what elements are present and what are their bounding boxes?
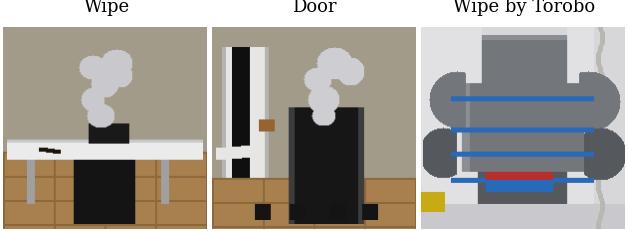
Text: Door: Door (292, 0, 336, 16)
Text: Wipe: Wipe (84, 0, 130, 16)
Text: Wipe by Torobo: Wipe by Torobo (453, 0, 595, 16)
